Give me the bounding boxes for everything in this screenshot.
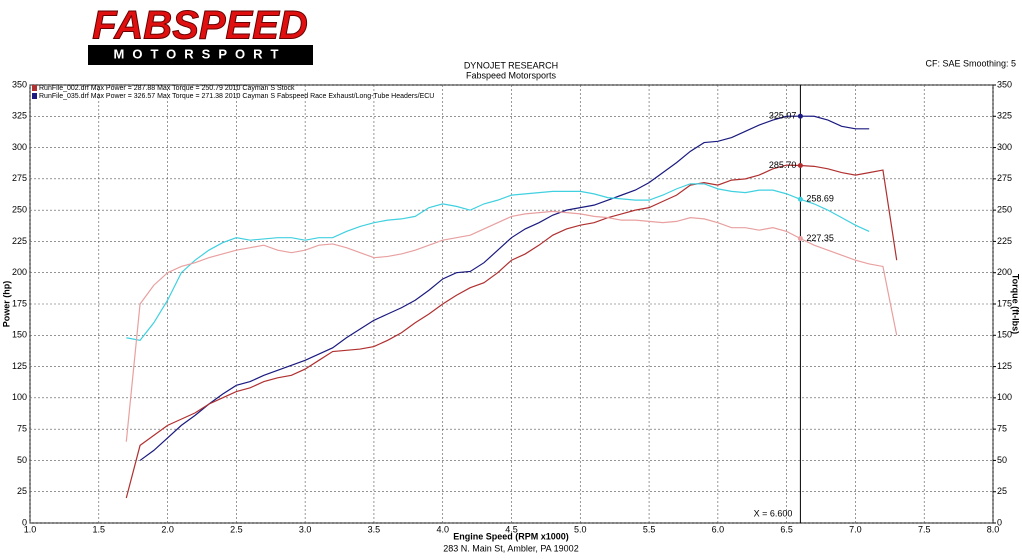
cursor-label: X = 6.600 bbox=[754, 508, 793, 518]
y-tick-label: 50 bbox=[17, 455, 27, 465]
y2-tick-label: 175 bbox=[997, 298, 1012, 308]
cursor-point bbox=[797, 162, 803, 168]
footer: 283 N. Main St, Ambler, PA 19002 bbox=[443, 543, 578, 553]
y2-tick-label: 225 bbox=[997, 236, 1012, 246]
legend-entry: RunFile_002.drf Max Power = 287.88 Max T… bbox=[39, 85, 295, 92]
legend-swatch bbox=[32, 85, 37, 91]
x-axis-label: Engine Speed (RPM x1000) bbox=[453, 531, 569, 541]
y-tick-label: 175 bbox=[12, 298, 27, 308]
cursor-point bbox=[797, 235, 803, 241]
y-tick-label: 350 bbox=[12, 79, 27, 89]
y-tick-label: 75 bbox=[17, 424, 27, 434]
y-tick-label: 200 bbox=[12, 267, 27, 277]
y2-tick-label: 350 bbox=[997, 79, 1012, 89]
series-line bbox=[125, 164, 898, 499]
x-tick-label: 6.0 bbox=[712, 524, 725, 534]
y-tick-label: 275 bbox=[12, 173, 27, 183]
x-tick-label: 2.5 bbox=[230, 524, 243, 534]
y-tick-label: 250 bbox=[12, 205, 27, 215]
logo-brand: FABSPEED bbox=[92, 4, 308, 48]
subtitle: Fabspeed Motorsports bbox=[466, 70, 557, 80]
x-tick-label: 7.5 bbox=[918, 524, 931, 534]
y2-tick-label: 100 bbox=[997, 392, 1012, 402]
y2-tick-label: 275 bbox=[997, 173, 1012, 183]
y2-tick-label: 25 bbox=[997, 486, 1007, 496]
y2-tick-label: 0 bbox=[997, 517, 1002, 527]
x-tick-label: 1.5 bbox=[93, 524, 106, 534]
x-tick-label: 3.5 bbox=[368, 524, 381, 534]
x-tick-label: 7.0 bbox=[849, 524, 862, 534]
legend-entry: RunFile_035.drf Max Power = 326.57 Max T… bbox=[39, 93, 434, 100]
series-line bbox=[125, 210, 898, 442]
y2-tick-label: 150 bbox=[997, 330, 1012, 340]
x-tick-label: 5.0 bbox=[574, 524, 587, 534]
cursor-value-label: 258.69 bbox=[806, 194, 834, 204]
x-tick-label: 4.0 bbox=[436, 524, 449, 534]
logo-tagline: MOTORSPORT bbox=[114, 46, 287, 61]
y-tick-label: 100 bbox=[12, 392, 27, 402]
series-line bbox=[126, 183, 870, 341]
y-tick-label: 25 bbox=[17, 486, 27, 496]
x-tick-label: 5.5 bbox=[643, 524, 656, 534]
title: DYNOJET RESEARCH bbox=[464, 60, 558, 70]
y2-tick-label: 325 bbox=[997, 111, 1012, 121]
y2-tick-label: 300 bbox=[997, 142, 1012, 152]
cursor-value-label: 227.35 bbox=[806, 233, 834, 243]
y2-tick-label: 75 bbox=[997, 424, 1007, 434]
cursor-value-label: 285.70 bbox=[769, 160, 797, 170]
y-tick-label: 0 bbox=[22, 517, 27, 527]
y2-axis-label: Torque (ft-lbs) bbox=[1011, 274, 1021, 334]
x-tick-label: 1.0 bbox=[24, 524, 37, 534]
y-tick-label: 325 bbox=[12, 111, 27, 121]
logo: FABSPEED MOTORSPORT bbox=[88, 3, 313, 65]
y2-tick-label: 250 bbox=[997, 205, 1012, 215]
x-tick-label: 2.0 bbox=[161, 524, 174, 534]
y2-tick-label: 200 bbox=[997, 267, 1012, 277]
legend-swatch bbox=[32, 93, 37, 99]
cursor-value-label: 325.07 bbox=[769, 111, 797, 121]
x-tick-label: 4.5 bbox=[505, 524, 518, 534]
y2-tick-label: 50 bbox=[997, 455, 1007, 465]
logo-band bbox=[88, 45, 313, 65]
y-tick-label: 225 bbox=[12, 236, 27, 246]
x-tick-label: 8.0 bbox=[987, 524, 1000, 534]
settings: CF: SAE Smoothing: 5 bbox=[925, 58, 1016, 68]
y-tick-label: 300 bbox=[12, 142, 27, 152]
cursor-point bbox=[797, 113, 803, 119]
x-tick-label: 3.0 bbox=[299, 524, 312, 534]
y2-tick-label: 125 bbox=[997, 361, 1012, 371]
cursor-point bbox=[797, 196, 803, 202]
y-tick-label: 150 bbox=[12, 330, 27, 340]
x-tick-label: 6.5 bbox=[780, 524, 793, 534]
y-tick-label: 125 bbox=[12, 361, 27, 371]
y-axis-label: Power (hp) bbox=[1, 281, 11, 328]
series-line bbox=[139, 115, 870, 461]
